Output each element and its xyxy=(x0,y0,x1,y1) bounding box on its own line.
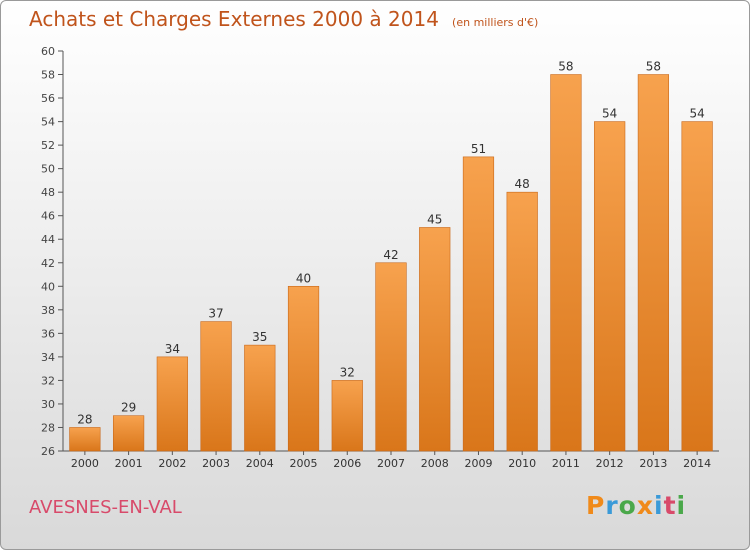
y-tick-label: 56 xyxy=(41,92,55,105)
x-tick-label: 2011 xyxy=(552,457,580,470)
bar xyxy=(594,121,626,452)
data-label: 28 xyxy=(77,412,92,426)
logo-letter: t xyxy=(663,491,677,520)
commune-name: AVESNES-EN-VAL xyxy=(29,497,182,518)
bar xyxy=(156,356,188,452)
x-tick-label: 2008 xyxy=(421,457,449,470)
y-tick-label: 58 xyxy=(41,69,55,82)
data-label: 40 xyxy=(296,271,311,285)
x-tick-label: 2012 xyxy=(596,457,624,470)
bar xyxy=(681,121,713,452)
y-tick-label: 40 xyxy=(41,280,55,293)
data-label: 34 xyxy=(165,342,180,356)
x-tick-label: 2004 xyxy=(246,457,274,470)
data-label: 35 xyxy=(252,330,267,344)
bar xyxy=(506,191,538,452)
proxiti-logo[interactable]: Proxiti xyxy=(586,491,686,520)
y-tick-label: 44 xyxy=(41,233,55,246)
x-tick-label: 2000 xyxy=(71,457,99,470)
data-label: 48 xyxy=(515,177,530,191)
y-tick-label: 48 xyxy=(41,186,55,199)
x-tick-label: 2007 xyxy=(377,457,405,470)
logo-letter: i xyxy=(654,491,664,520)
bar xyxy=(375,262,407,452)
y-tick-label: 60 xyxy=(41,45,55,58)
y-tick-label: 26 xyxy=(41,445,55,458)
bar xyxy=(112,415,145,452)
y-tick-label: 54 xyxy=(41,116,55,129)
y-tick-label: 36 xyxy=(41,327,55,340)
data-label: 37 xyxy=(208,307,223,321)
x-tick-label: 2006 xyxy=(333,457,361,470)
x-tick-label: 2010 xyxy=(508,457,536,470)
data-label: 51 xyxy=(471,142,486,156)
data-label: 32 xyxy=(340,365,355,379)
chart-unit: (en milliers d'€) xyxy=(452,16,539,29)
bars xyxy=(69,74,713,452)
y-tick-label: 28 xyxy=(41,421,55,434)
bar xyxy=(244,344,276,452)
x-tick-label: 2003 xyxy=(202,457,230,470)
y-tick-label: 38 xyxy=(41,304,55,317)
bar xyxy=(550,74,582,452)
bar-labels: 28 29 34 37 35 40 32 42 45 51 48 58 54 58 54 xyxy=(77,60,705,427)
logo-letter: o xyxy=(618,491,637,520)
chart-title: Achats et Charges Externes 2000 à 2014 xyxy=(29,7,439,31)
logo-letter: i xyxy=(676,491,687,520)
bar xyxy=(637,74,670,452)
y-tick-label: 30 xyxy=(41,398,55,411)
x-tick-label: 2009 xyxy=(464,457,492,470)
data-label: 54 xyxy=(602,107,617,121)
x-tick-label: 2005 xyxy=(290,457,318,470)
x-tick-label: 2013 xyxy=(639,457,667,470)
data-label: 54 xyxy=(689,107,704,121)
x-tick-label: 2002 xyxy=(158,457,186,470)
data-label: 45 xyxy=(427,212,442,226)
data-label: 58 xyxy=(558,60,573,74)
bar xyxy=(69,427,101,452)
logo-letter: r xyxy=(605,491,619,520)
y-tick-label: 46 xyxy=(41,210,55,223)
axes: 26 28 30 32 34 36 38 40 42 44 46 48 50 52 54 56 58 60 2000… xyxy=(41,45,719,470)
bar xyxy=(200,321,232,452)
y-tick-label: 42 xyxy=(41,257,55,270)
y-tick-label: 32 xyxy=(41,374,55,387)
bar xyxy=(462,156,495,452)
data-label: 42 xyxy=(383,248,398,262)
y-tick-label: 34 xyxy=(41,351,55,364)
y-tick-label: 52 xyxy=(41,139,55,152)
y-tick-label: 50 xyxy=(41,163,55,176)
bar xyxy=(331,380,363,452)
title-row: Achats et Charges Externes 2000 à 2014 (… xyxy=(29,7,538,31)
x-tick-label: 2001 xyxy=(115,457,143,470)
logo-letter: P xyxy=(586,491,606,520)
logo-letter: x xyxy=(636,491,654,520)
bar xyxy=(419,227,451,452)
x-tick-label: 2014 xyxy=(683,457,711,470)
bar xyxy=(287,285,320,452)
data-label: 58 xyxy=(646,60,661,74)
data-label: 29 xyxy=(121,401,136,415)
